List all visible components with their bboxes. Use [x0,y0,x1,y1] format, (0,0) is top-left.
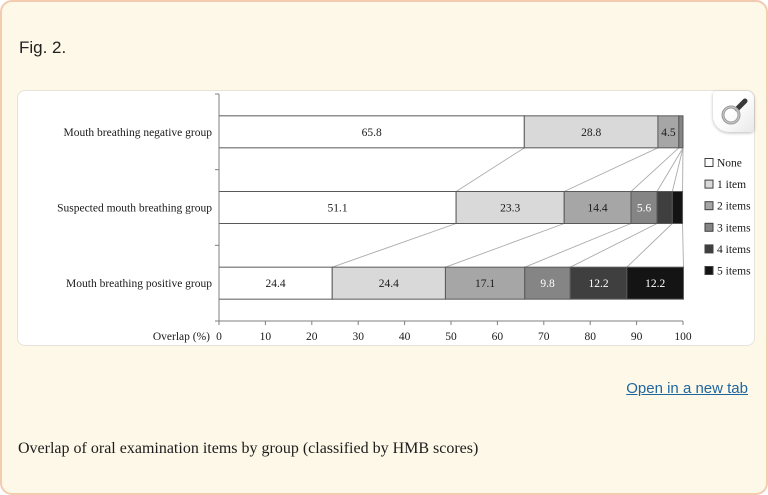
x-tick-label: 10 [260,331,272,343]
bar-segment [569,266,628,300]
legend-swatch [704,158,714,167]
value-label: 65.8 [362,127,382,139]
bar-segment [630,191,658,224]
series-connector-line [671,147,684,192]
series-connector-line [630,147,680,192]
bar-segment [218,115,525,149]
zoom-figure-button[interactable] [713,91,754,132]
x-tick-label: 90 [631,331,643,343]
bar-segment [563,191,632,224]
bar-segment [678,115,684,149]
x-tick-label: 50 [445,331,457,343]
legend-label: 1 item [717,179,746,191]
legend-label: 3 items [717,222,751,234]
bar-segment [218,191,457,224]
bar-segment [671,191,684,224]
magnifier-icon [721,98,747,124]
category-label: Suspected mouth breathing group [57,203,212,215]
figure-caption: Overlap of oral examination items by gro… [18,440,479,457]
open-in-new-tab-link[interactable]: Open in a new tab [626,380,748,397]
value-label: 24.4 [266,278,286,290]
legend-label: 2 items [717,201,751,213]
x-tick-label: 70 [538,331,550,343]
x-tick-label: 0 [216,331,222,343]
legend-swatch [704,179,714,189]
x-tick-label: 30 [352,331,364,343]
series-connector-line [445,223,565,268]
x-tick-label: 20 [306,331,318,343]
legend-label: None [717,158,742,170]
series-connector-line [524,223,632,268]
series-connector-line [570,223,658,268]
stacked-bar-chart: 65.8 28.8 4.5 Mouth breathing negative grou… [57,93,751,343]
legend-swatch [704,222,714,232]
legend-swatch [704,201,714,211]
legend-swatch [704,266,714,275]
series-connector-line [332,223,457,268]
value-label: 9.8 [540,278,555,290]
figure-number-label: Fig. 2. [19,38,67,57]
legend-swatch [704,244,714,254]
legend-label: 5 items [717,266,751,278]
legend-label: 4 items [717,244,751,256]
bar-segment [444,266,526,300]
x-tick-label: 40 [399,331,411,343]
category-label: Mouth breathing negative group [63,127,212,139]
series-connector-line [564,147,659,192]
value-label: 28.8 [581,127,601,139]
value-label: 23.3 [500,203,520,215]
category-label: Mouth breathing positive group [66,278,212,290]
bar-segment [331,266,446,300]
value-label: 12.2 [645,278,665,290]
series-connector-line [455,147,525,192]
bar-segment [656,191,673,224]
bar-segment [523,115,659,149]
value-label: 24.4 [379,278,399,290]
value-label: 14.4 [588,203,608,215]
value-label: 5.6 [637,203,652,215]
bar-segment [524,266,571,300]
x-tick-label: 60 [492,331,504,343]
series-connector-line [626,223,673,268]
value-label: 12.2 [588,278,608,290]
series-connector-line [682,223,684,268]
value-label: 51.1 [327,203,347,215]
x-tick-label: 100 [674,331,692,343]
bar-segment [455,191,565,224]
value-label: 17.1 [475,278,495,290]
x-tick-label: 80 [584,331,596,343]
bar-segment [626,266,684,300]
x-axis-title: Overlap (%) [153,331,210,343]
figure-image[interactable]: 65.8 28.8 4.5 Mouth breathing negative grou… [17,90,755,346]
series-connector-line [656,147,684,192]
value-label: 4.5 [661,127,676,139]
